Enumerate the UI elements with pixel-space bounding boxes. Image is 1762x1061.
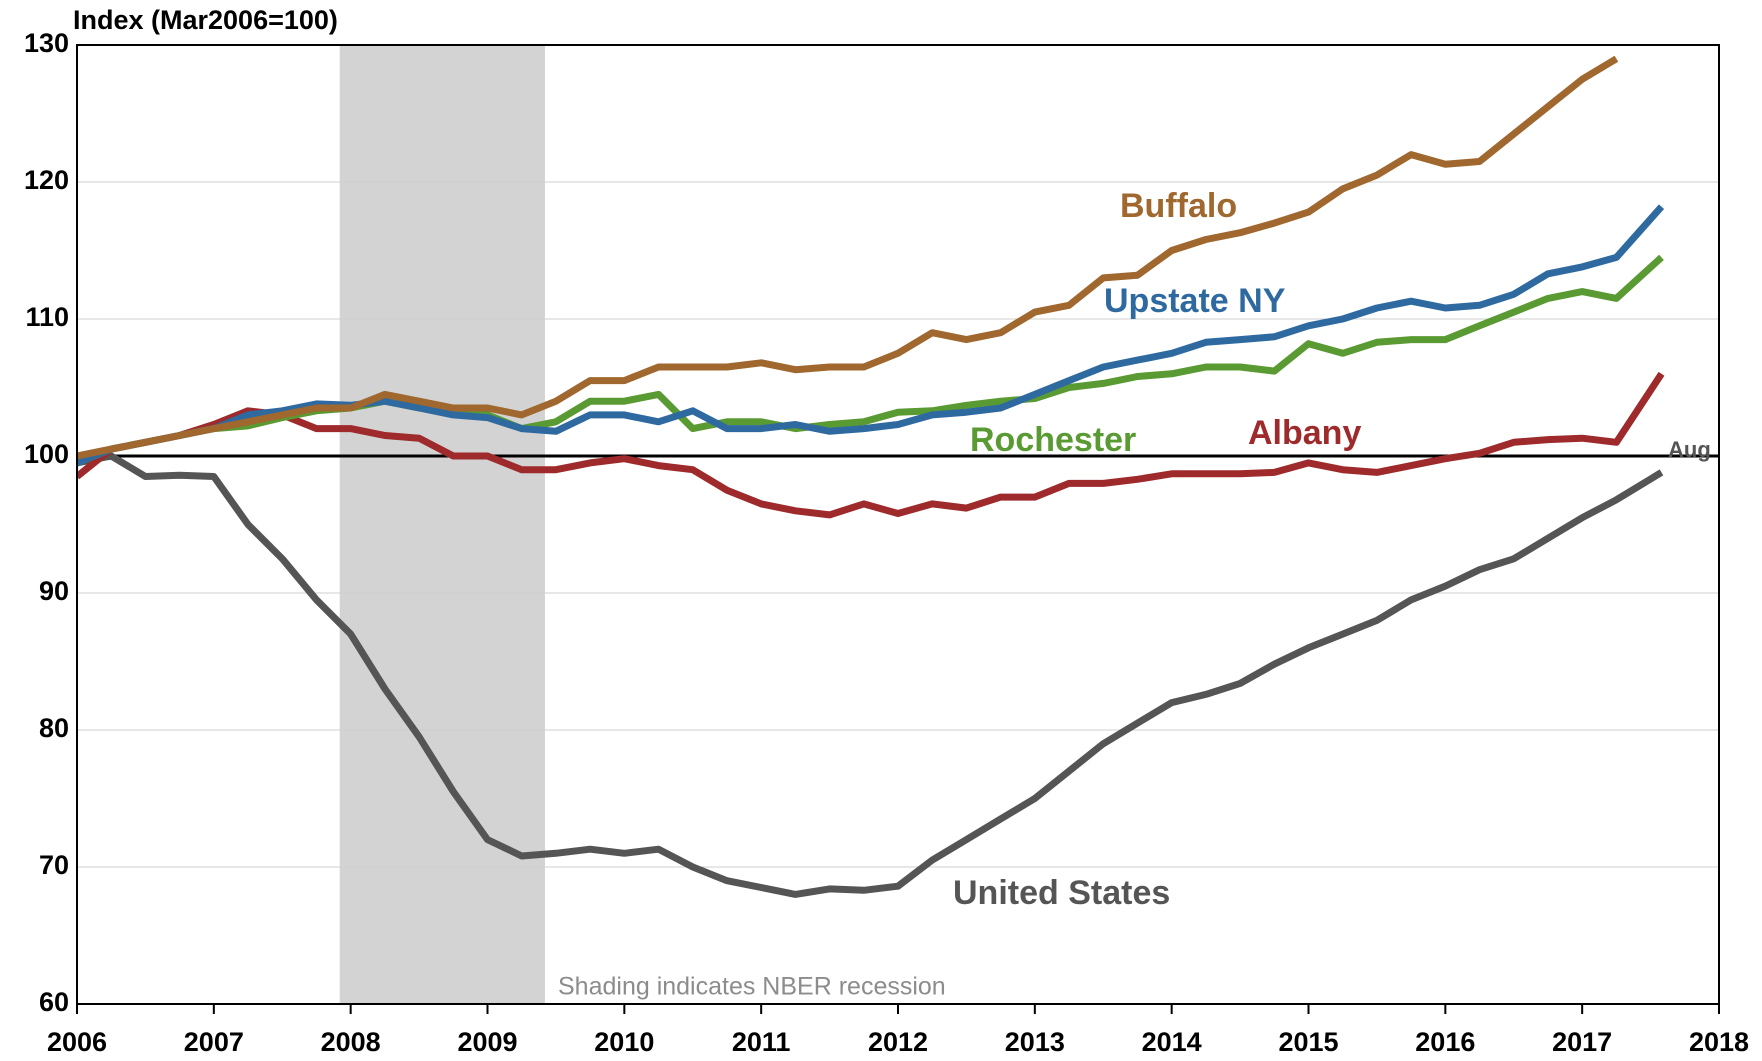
x-tick-label: 2009 xyxy=(457,1027,517,1057)
series-line xyxy=(77,55,1619,460)
x-tick-label: 2015 xyxy=(1278,1027,1338,1057)
y-axis-title: Index (Mar2006=100) xyxy=(73,5,338,35)
plot-frame xyxy=(76,44,1720,1005)
y-tick-label: 110 xyxy=(25,302,69,332)
series-line xyxy=(77,452,1664,898)
end-label: Aug xyxy=(1668,437,1711,462)
y-tick-label: 80 xyxy=(39,713,69,743)
series-label: Upstate NY xyxy=(1104,282,1286,320)
y-tick-label: 60 xyxy=(39,987,69,1017)
x-tick-label: 2018 xyxy=(1689,1027,1749,1057)
series-line xyxy=(77,254,1664,467)
x-tick-label: 2017 xyxy=(1552,1027,1612,1057)
y-tick-label: 130 xyxy=(24,28,69,58)
x-tick-label: 2016 xyxy=(1415,1027,1475,1057)
y-tick-label: 100 xyxy=(24,439,69,469)
x-tick-label: 2012 xyxy=(868,1027,928,1057)
x-tick-label: 2007 xyxy=(184,1027,244,1057)
series-label: Rochester xyxy=(970,421,1136,459)
y-tick-label: 90 xyxy=(39,576,69,606)
x-tick-label: 2014 xyxy=(1142,1027,1202,1057)
recession-shading xyxy=(339,45,545,1004)
series-label: United States xyxy=(953,874,1170,912)
plot-lines xyxy=(77,55,1665,898)
x-tick-label: 2011 xyxy=(732,1027,791,1057)
x-tick-label: 2010 xyxy=(594,1027,654,1057)
x-tick-label: 2006 xyxy=(47,1027,107,1057)
series-label: Buffalo xyxy=(1120,187,1237,225)
recession-note: Shading indicates NBER recession xyxy=(558,973,946,1001)
x-tick-label: 2013 xyxy=(1005,1027,1065,1057)
series-label: Albany xyxy=(1248,414,1361,452)
series-line xyxy=(77,371,1665,519)
y-tick-label: 120 xyxy=(24,165,69,195)
x-tick-label: 2008 xyxy=(321,1027,381,1057)
y-tick-label: 70 xyxy=(39,850,69,880)
